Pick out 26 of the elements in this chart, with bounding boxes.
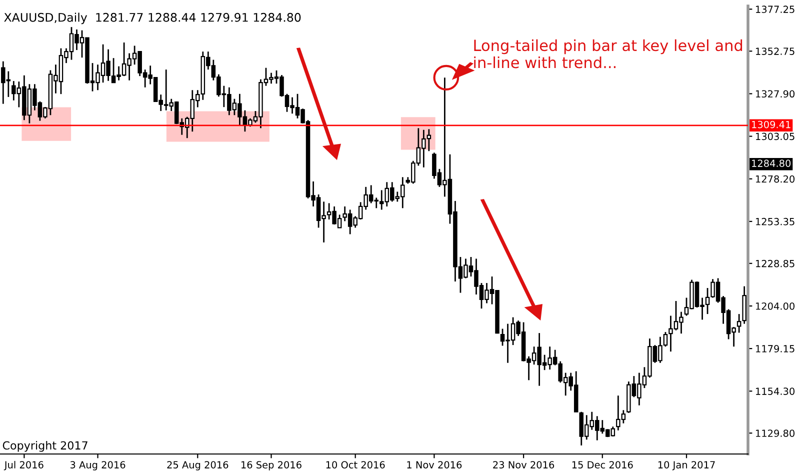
x-tick-label: 16 Sep 2016 bbox=[241, 461, 302, 470]
y-tick-label: 1303.05 bbox=[756, 132, 794, 140]
x-tick-label: Jul 2016 bbox=[4, 460, 44, 470]
text: 1284.80 bbox=[752, 160, 791, 167]
x-tick-label: 25 Aug 2016 bbox=[167, 461, 228, 470]
x-tick-label: 10 Oct 2016 bbox=[326, 461, 385, 468]
y-tick-label: 1352.75 bbox=[756, 48, 794, 55]
x-tick-label: 3 Aug 2016 bbox=[70, 461, 126, 470]
y-tick-label: 1204.00 bbox=[756, 302, 795, 310]
candlestick bbox=[736, 313, 742, 334]
y-tick-label: 1278.20 bbox=[756, 175, 795, 183]
y-tick-label: 1327.90 bbox=[756, 90, 795, 98]
y-tick-label: 1154.30 bbox=[756, 388, 795, 395]
y-tick-label: 1179.15 bbox=[756, 345, 794, 352]
x-tick-label: 23 Nov 2016 bbox=[493, 461, 554, 468]
x-tick-label: 1 Nov 2016 bbox=[407, 461, 462, 468]
text: XAUUSD,Daily 1281.77 1288.44 1279.91 1284.80 bbox=[4, 12, 301, 24]
x-tick-label: 10 Jan 2017 bbox=[658, 461, 715, 470]
x-tick-label: 15 Dec 2016 bbox=[572, 461, 633, 468]
y-tick-label: 1253.35 bbox=[756, 218, 794, 226]
y-tick-label: 1129.80 bbox=[756, 430, 795, 437]
annotation: Long-tailed pin bar at key level and in-line with trend... bbox=[474, 39, 742, 68]
y-tick-label: 1377.25 bbox=[756, 6, 794, 13]
annotation: Copyright 2017 bbox=[2, 441, 88, 452]
ref-line-label: 1309.41 bbox=[752, 120, 790, 128]
y-tick-label: 1228.85 bbox=[756, 260, 794, 268]
